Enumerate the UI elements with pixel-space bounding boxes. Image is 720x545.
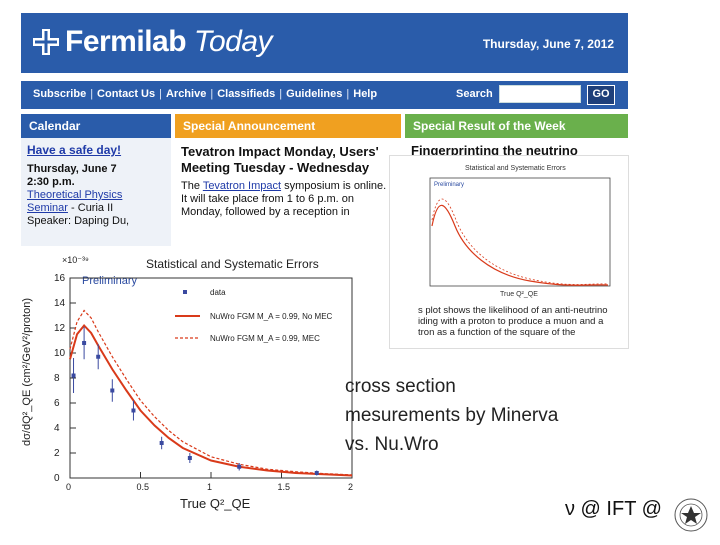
legend-data-label: data (210, 288, 226, 297)
nav-separator: | (159, 88, 162, 100)
nav-archive[interactable]: Archive (165, 88, 207, 100)
nav-separator: | (90, 88, 94, 100)
data-point (96, 354, 101, 359)
brand-italic: Today (193, 25, 273, 58)
caption-line-2: mesurements by Minerva (345, 405, 559, 426)
seminar-link[interactable]: Theoretical Physics Seminar (27, 189, 123, 214)
series-mec-line (69, 309, 353, 476)
result-text: s plot shows the likelihood of an anti-n… (418, 305, 608, 338)
data-point (159, 441, 164, 445)
legend-data-marker (183, 290, 187, 294)
x-tick-label: 2 (348, 482, 353, 492)
nav-classifieds[interactable]: Classifieds (217, 88, 276, 100)
y-tick-label: 12 (54, 323, 66, 334)
search-label: Search (456, 88, 493, 100)
thumb-tag: Preliminary (434, 182, 464, 188)
calendar-time: 2:30 p.m. (27, 176, 75, 188)
slide-caption: cross section mesurements by Minerva vs.… (345, 372, 558, 459)
result-title[interactable]: Fingerprinting the neutrino (411, 143, 578, 158)
thumbnail-svg: Statistical and Systematic Errors Prelim… (429, 165, 611, 298)
nav-separator: | (210, 88, 214, 100)
y-tick-label: 8 (54, 373, 60, 384)
calendar-column: Calendar Have a safe day! Thursday, June… (21, 114, 171, 246)
search-input[interactable] (499, 85, 581, 103)
ift-seal-icon (674, 498, 708, 532)
y-tick-label: 0 (54, 473, 60, 484)
calendar-heading: Calendar (21, 114, 171, 138)
x-tick-label: 1 (207, 482, 212, 492)
series-nomec-line (69, 323, 353, 477)
chart-ylabel: dσ/dQ²_QE (cm²/GeV²/proton) (21, 298, 33, 446)
header-date: Thursday, June 7, 2012 (482, 37, 614, 51)
go-button[interactable]: GO (587, 85, 615, 105)
fermilab-logo[interactable]: Fermilab Today (33, 25, 273, 59)
y-tick-label: 6 (54, 398, 60, 409)
y-tick-label: 16 (54, 273, 66, 284)
x-tick-label: 0.5 (137, 482, 150, 492)
nav-help[interactable]: Help (353, 88, 378, 100)
chart-scale-note: ×10⁻³⁹ (62, 255, 89, 265)
result-heading: Special Result of the Week (405, 114, 628, 138)
brand-bold: Fermilab (65, 25, 187, 58)
data-point (82, 341, 87, 345)
announcement-title[interactable]: Tevatron Impact Monday, Users' Meeting T… (181, 144, 379, 175)
chart-xlabel: True Q²_QE (180, 496, 251, 511)
nav-contact-us[interactable]: Contact Us (97, 88, 156, 100)
data-point (237, 464, 242, 469)
data-point (187, 456, 192, 460)
legend-mec-label: NuWro FGM M_A = 0.99, MEC (210, 334, 320, 343)
footer-text: ν @ IFT @ (565, 498, 662, 520)
nav-guidelines[interactable]: Guidelines (286, 88, 343, 100)
chart-tag: Preliminary (82, 275, 138, 287)
thumb-xlabel: True Q²_QE (500, 291, 538, 298)
seminar-place: - Curia II (67, 202, 114, 214)
y-tick-label: 2 (54, 448, 60, 459)
tevatron-impact-link[interactable]: Tevatron Impact (202, 180, 282, 192)
announcement-heading: Special Announcement (175, 114, 401, 138)
data-point (131, 408, 136, 413)
fermilab-mark-icon (33, 29, 59, 55)
caption-line-3: vs. Nu.Wro (345, 434, 439, 455)
nav-separator: | (279, 88, 283, 100)
legend-nomec-label: NuWro FGM M_A = 0.99, No MEC (210, 312, 333, 321)
announcement-body-pre: The (181, 180, 203, 192)
safe-day-link[interactable]: Have a safe day! (27, 143, 122, 157)
cross-section-plot: Statistical and Systematic Errors ×10⁻³⁹… (0, 246, 360, 540)
data-point (314, 471, 319, 475)
data-point (110, 388, 115, 393)
y-tick-label: 10 (54, 348, 66, 359)
chart-svg: Statistical and Systematic Errors ×10⁻³⁹… (0, 246, 360, 540)
y-tick-label: 14 (54, 298, 66, 309)
y-tick-label: 4 (54, 423, 60, 434)
nav-bar: Subscribe | Contact Us | Archive | Classifi… (21, 81, 628, 109)
seminar-speaker: Speaker: Daping Du, (27, 215, 130, 227)
thumb-title: Statistical and Systematic Errors (465, 165, 566, 172)
caption-line-1: cross section (345, 376, 456, 397)
data-point (71, 373, 76, 378)
calendar-date: Thursday, June 7 (27, 163, 117, 175)
x-tick-label: 0 (66, 482, 71, 492)
nav-subscribe[interactable]: Subscribe (33, 88, 87, 100)
x-tick-label: 1.5 (278, 482, 291, 492)
chart-title: Statistical and Systematic Errors (146, 257, 319, 271)
announcement-column: Special Announcement Tevatron Impact Mon… (175, 114, 401, 246)
nav-separator: | (346, 88, 350, 100)
result-thumbnail-plot[interactable]: Statistical and Systematic Errors Prelim… (389, 155, 629, 349)
announcement-body-post: symposium is online. It will take place … (181, 180, 387, 218)
site-header: Fermilab Today Thursday, June 7, 2012 (21, 13, 628, 73)
